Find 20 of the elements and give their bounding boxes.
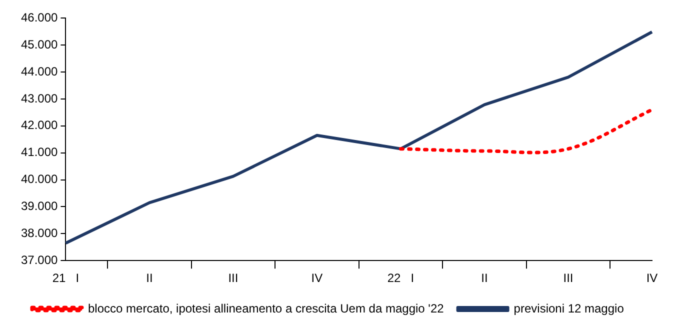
y-tick-label: 42.000 [21,118,58,132]
legend-label: blocco mercato, ipotesi allineamento a crescita Uem da maggio '22 [88,301,444,316]
y-tick-label: 45.000 [21,37,58,52]
y-tick-label: 44.000 [21,64,58,78]
x-tick-label: II [146,271,153,286]
y-tick-label: 41.000 [21,145,58,160]
x-tick-label: III [563,271,574,286]
x-tick-label: IV [311,271,323,286]
y-tick-label: 37.000 [21,252,58,267]
y-tick-label: 43.000 [21,91,58,106]
x-tick-label: III [228,271,238,286]
legend-label: previsioni 12 maggio [514,301,624,316]
y-tick-label: 40.000 [21,172,58,186]
x-tick-label: 22 I [387,271,414,286]
y-tick-label: 46.000 [21,10,58,25]
y-tick-label: 38.000 [21,226,58,240]
x-tick-label: II [481,271,488,286]
x-tick-label: IV [646,271,658,286]
x-tick-label: 21 I [52,271,80,286]
y-tick-label: 39.000 [21,199,58,214]
